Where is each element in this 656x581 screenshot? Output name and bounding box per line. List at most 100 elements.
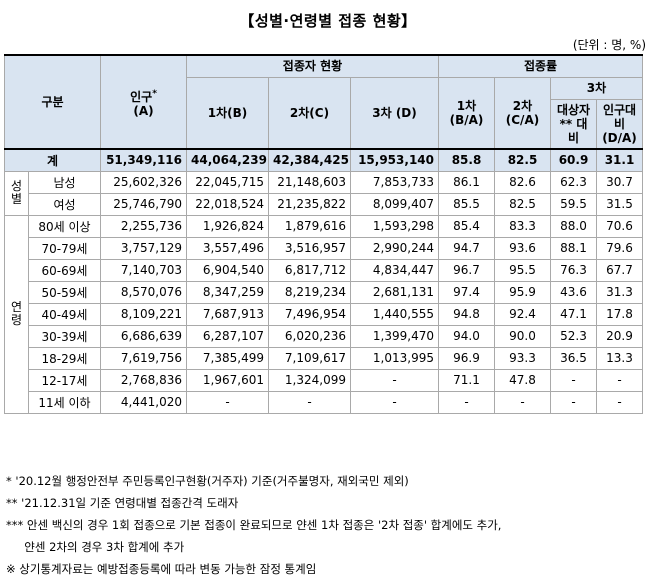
footnote: * '20.12월 행정안전부 주민등록인구현황(거주자) 기준(거주불명자, … bbox=[6, 474, 409, 488]
cell-dose2: 42,384,425 bbox=[268, 148, 351, 172]
cell-rate2: 93.6 bbox=[494, 236, 551, 260]
cell-rate2: 90.0 bbox=[494, 324, 551, 348]
unit-note: (단위 : 명, %) bbox=[572, 38, 646, 52]
vaccination-table: 구분 인구* (A) 접종자 현황 접종률 1차(B) 2차(C) 3차 (D)… bbox=[4, 54, 643, 414]
cell-rate1: 71.1 bbox=[438, 368, 495, 392]
footnote: ** '21.12.31일 기준 연령대별 접종간격 도래자 bbox=[6, 496, 239, 510]
cell-rate2: 82.6 bbox=[494, 170, 551, 194]
cell-dose3: 8,099,407 bbox=[350, 192, 439, 216]
cell-ratio: 20.9 bbox=[596, 324, 643, 348]
row-label: 18-29세 bbox=[28, 346, 101, 370]
cell-ratio: 13.3 bbox=[596, 346, 643, 370]
cell-ratio: 17.8 bbox=[596, 302, 643, 326]
cell-ratio: 31.5 bbox=[596, 192, 643, 216]
cell-target: 43.6 bbox=[550, 280, 597, 304]
cell-ratio: - bbox=[596, 368, 643, 392]
cell-dose3: 1,440,555 bbox=[350, 302, 439, 326]
cell-rate1: - bbox=[438, 390, 495, 414]
cell-dose1: 1,967,601 bbox=[186, 368, 269, 392]
header-rate1: 1차 (B/A) bbox=[438, 76, 495, 150]
cell-ratio: 30.7 bbox=[596, 170, 643, 194]
header-rate2: 2차 (C/A) bbox=[494, 76, 551, 150]
cell-rate1: 96.7 bbox=[438, 258, 495, 282]
cell-dose2: 6,817,712 bbox=[268, 258, 351, 282]
cell-target: 60.9 bbox=[550, 148, 597, 172]
cell-population: 2,768,836 bbox=[100, 368, 187, 392]
header-population: 인구* (A) bbox=[100, 54, 187, 150]
cell-ratio: 70.6 bbox=[596, 214, 643, 238]
table-row: 11세 이하 4,441,020 - - - - - - - bbox=[5, 390, 643, 414]
cell-dose2: 7,496,954 bbox=[268, 302, 351, 326]
cell-target: 52.3 bbox=[550, 324, 597, 348]
cell-rate2: 95.5 bbox=[494, 258, 551, 282]
cell-dose1: 1,926,824 bbox=[186, 214, 269, 238]
cell-population: 25,602,326 bbox=[100, 170, 187, 194]
cell-population: 2,255,736 bbox=[100, 214, 187, 238]
header-rate3-group: 3차 bbox=[550, 76, 643, 100]
cell-target: 62.3 bbox=[550, 170, 597, 194]
cell-rate2: 83.3 bbox=[494, 214, 551, 238]
row-label: 여성 bbox=[28, 192, 101, 216]
cell-population: 6,686,639 bbox=[100, 324, 187, 348]
cell-dose1: 22,018,524 bbox=[186, 192, 269, 216]
footnote: ※ 상기통계자료는 예방접종등록에 따라 변동 가능한 잠정 통계임 bbox=[6, 562, 317, 576]
cell-dose3: 15,953,140 bbox=[350, 148, 439, 172]
cell-dose3: 1,013,995 bbox=[350, 346, 439, 370]
row-label: 12-17세 bbox=[28, 368, 101, 392]
cell-ratio: 79.6 bbox=[596, 236, 643, 260]
cell-ratio: - bbox=[596, 390, 643, 414]
cell-rate1: 85.8 bbox=[438, 148, 495, 172]
cell-rate1: 85.4 bbox=[438, 214, 495, 238]
cell-rate2: 82.5 bbox=[494, 192, 551, 216]
cell-rate1: 94.0 bbox=[438, 324, 495, 348]
row-label: 30-39세 bbox=[28, 324, 101, 348]
cell-ratio: 31.1 bbox=[596, 148, 643, 172]
cell-dose1: 3,557,496 bbox=[186, 236, 269, 260]
cell-dose3: 2,681,131 bbox=[350, 280, 439, 304]
cell-dose2: 3,516,957 bbox=[268, 236, 351, 260]
cell-dose2: - bbox=[268, 390, 351, 414]
cell-target: 88.1 bbox=[550, 236, 597, 260]
cell-dose2: 7,109,617 bbox=[268, 346, 351, 370]
header-dose3: 3차 (D) bbox=[350, 76, 439, 150]
cell-target: - bbox=[550, 368, 597, 392]
table-row: 50-59세 8,570,076 8,347,259 8,219,234 2,6… bbox=[5, 280, 643, 304]
table-row: 70-79세 3,757,129 3,557,496 3,516,957 2,9… bbox=[5, 236, 643, 260]
cell-dose1: 8,347,259 bbox=[186, 280, 269, 304]
header-category: 구분 bbox=[4, 54, 101, 150]
header-dose1: 1차(B) bbox=[186, 76, 269, 150]
footnote: *** 안센 백신의 경우 1회 접종으로 기본 접종이 완료되므로 얀센 1차… bbox=[6, 518, 502, 532]
cell-rate2: 47.8 bbox=[494, 368, 551, 392]
cell-ratio: 31.3 bbox=[596, 280, 643, 304]
header-population-ratio: 인구대 비 (D/A) bbox=[596, 98, 643, 150]
cell-dose1: - bbox=[186, 390, 269, 414]
footnotes: * '20.12월 행정안전부 주민등록인구현황(거주자) 기준(거주불명자, … bbox=[6, 470, 654, 580]
cell-dose1: 6,904,540 bbox=[186, 258, 269, 282]
cell-dose2: 1,879,616 bbox=[268, 214, 351, 238]
header-rate-group: 접종률 bbox=[438, 54, 643, 78]
cell-population: 7,619,756 bbox=[100, 346, 187, 370]
header-target-ratio: 대상자 ** 대비 bbox=[550, 98, 597, 150]
row-label: 40-49세 bbox=[28, 302, 101, 326]
row-label: 계 bbox=[4, 148, 101, 172]
cell-dose2: 1,324,099 bbox=[268, 368, 351, 392]
cell-population: 8,109,221 bbox=[100, 302, 187, 326]
row-label: 60-69세 bbox=[28, 258, 101, 282]
cell-target: 47.1 bbox=[550, 302, 597, 326]
row-label: 남성 bbox=[28, 170, 101, 194]
cell-dose3: 7,853,733 bbox=[350, 170, 439, 194]
header-dose2: 2차(C) bbox=[268, 76, 351, 150]
cell-dose2: 21,235,822 bbox=[268, 192, 351, 216]
row-label: 50-59세 bbox=[28, 280, 101, 304]
cell-dose3: - bbox=[350, 390, 439, 414]
cell-rate1: 97.4 bbox=[438, 280, 495, 304]
cell-target: 76.3 bbox=[550, 258, 597, 282]
cell-rate1: 94.7 bbox=[438, 236, 495, 260]
cell-rate1: 96.9 bbox=[438, 346, 495, 370]
cell-population: 3,757,129 bbox=[100, 236, 187, 260]
page-title: 【성별·연령별 접종 현황】 bbox=[239, 12, 417, 30]
cell-dose3: 1,399,470 bbox=[350, 324, 439, 348]
